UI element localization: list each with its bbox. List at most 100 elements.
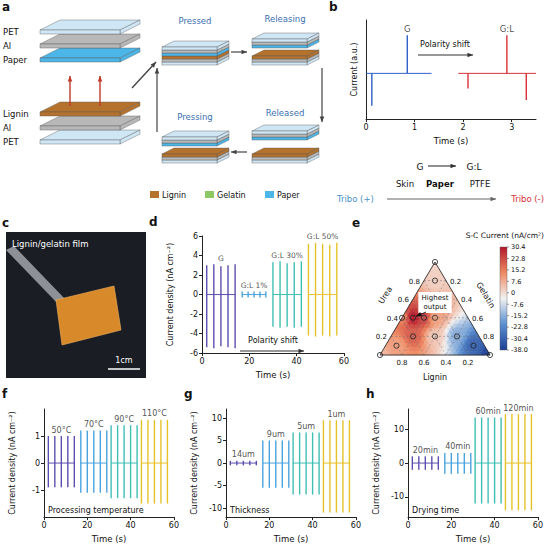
svg-text:60: 60: [169, 521, 179, 530]
svg-text:Current density (nA cm⁻²): Current density (nA cm⁻²): [190, 411, 199, 514]
svg-text:PTFE: PTFE: [470, 179, 491, 189]
svg-text:1cm: 1cm: [115, 356, 132, 365]
svg-text:Releasing: Releasing: [264, 14, 305, 24]
svg-text:2: 2: [193, 271, 198, 280]
svg-text:G: G: [218, 254, 224, 263]
svg-text:-15.2: -15.2: [511, 312, 528, 320]
svg-text:Thickness: Thickness: [229, 506, 270, 515]
svg-text:14um: 14um: [232, 450, 255, 459]
svg-text:0.2: 0.2: [376, 333, 387, 341]
svg-text:70°C: 70°C: [84, 420, 104, 429]
svg-text:f: f: [2, 387, 8, 401]
svg-text:Polarity shift: Polarity shift: [420, 40, 470, 49]
svg-text:90°C: 90°C: [114, 415, 134, 424]
svg-text:0.6: 0.6: [418, 359, 430, 367]
svg-text:Pressing: Pressing: [177, 112, 213, 122]
svg-text:Lignin/gelatin film: Lignin/gelatin film: [12, 239, 88, 249]
svg-text:Paper: Paper: [426, 179, 455, 189]
svg-text:Lignin: Lignin: [162, 191, 186, 200]
svg-text:S-C Current (nA/cm²): S-C Current (nA/cm²): [466, 231, 544, 240]
svg-text:5um: 5um: [297, 422, 315, 431]
svg-text:3: 3: [509, 123, 514, 132]
svg-text:10: 10: [212, 414, 222, 423]
svg-text:2: 2: [461, 123, 466, 132]
svg-text:1: 1: [35, 432, 40, 441]
svg-text:0.8: 0.8: [396, 359, 407, 367]
svg-text:-4: -4: [190, 329, 198, 338]
svg-text:Al: Al: [3, 123, 11, 133]
svg-text:Gelatin: Gelatin: [474, 281, 496, 310]
svg-text:20: 20: [244, 357, 254, 366]
svg-text:Time (s): Time (s): [255, 370, 291, 380]
svg-text:G:L 50%: G:L 50%: [307, 232, 339, 241]
svg-text:-2: -2: [190, 310, 198, 319]
svg-text:Paper: Paper: [3, 55, 28, 65]
svg-text:4: 4: [193, 251, 198, 260]
svg-text:e: e: [352, 216, 360, 230]
svg-text:G: G: [404, 24, 411, 34]
svg-text:0: 0: [193, 290, 198, 299]
svg-text:Current density (nA cm⁻²): Current density (nA cm⁻²): [166, 243, 175, 346]
svg-text:-22.8: -22.8: [511, 323, 528, 331]
svg-text:G:L 30%: G:L 30%: [271, 251, 303, 260]
svg-text:PET: PET: [3, 137, 19, 147]
svg-text:0: 0: [363, 123, 368, 132]
svg-text:Current (a.u.): Current (a.u.): [350, 43, 359, 97]
svg-text:15.2: 15.2: [511, 266, 525, 274]
svg-text:Drying time: Drying time: [412, 506, 459, 515]
svg-text:40: 40: [126, 521, 136, 530]
svg-text:-1: -1: [32, 486, 40, 495]
svg-text:0.4: 0.4: [387, 315, 399, 323]
svg-text:1um: 1um: [327, 410, 345, 419]
svg-text:Urea: Urea: [377, 285, 394, 306]
svg-text:60: 60: [339, 357, 349, 366]
svg-text:0.4: 0.4: [461, 296, 473, 304]
svg-text:b: b: [329, 0, 338, 14]
svg-text:0.2: 0.2: [450, 278, 461, 286]
svg-text:40min: 40min: [445, 442, 470, 451]
svg-text:-7.6: -7.6: [511, 301, 524, 309]
svg-text:120min: 120min: [503, 404, 533, 413]
svg-text:0.6: 0.6: [472, 315, 484, 323]
svg-text:Released: Released: [266, 108, 305, 118]
svg-text:6: 6: [193, 232, 198, 241]
svg-text:0: 0: [217, 459, 222, 468]
svg-text:Skin: Skin: [396, 179, 414, 189]
svg-text:0: 0: [199, 357, 204, 366]
svg-text:-30.4: -30.4: [511, 335, 528, 343]
svg-text:output: output: [423, 303, 446, 311]
svg-text:Pressed: Pressed: [179, 16, 212, 26]
svg-text:40: 40: [308, 521, 318, 530]
svg-text:0.6: 0.6: [398, 296, 410, 304]
svg-text:0.4: 0.4: [440, 359, 452, 367]
svg-text:10: 10: [394, 425, 404, 434]
svg-text:Time (s): Time (s): [433, 136, 469, 146]
svg-text:Tribo (-): Tribo (-): [510, 194, 544, 204]
svg-text:Lignin: Lignin: [3, 109, 29, 119]
svg-text:Lignin: Lignin: [423, 373, 447, 382]
svg-text:Current density (nA cm⁻²): Current density (nA cm⁻²): [8, 411, 17, 514]
svg-text:60: 60: [351, 521, 361, 530]
svg-text:Time (s): Time (s): [91, 534, 127, 544]
svg-text:-6: -6: [190, 349, 198, 358]
svg-text:Highest: Highest: [422, 294, 449, 302]
svg-text:7.6: 7.6: [511, 278, 521, 286]
svg-text:0: 0: [405, 521, 410, 530]
svg-text:Time (s): Time (s): [273, 534, 309, 544]
svg-text:20min: 20min: [413, 446, 438, 455]
svg-text:20: 20: [446, 521, 456, 530]
svg-text:110°C: 110°C: [142, 409, 167, 418]
svg-text:0.8: 0.8: [483, 333, 494, 341]
svg-text:G:L 1%: G:L 1%: [241, 281, 268, 290]
svg-text:0: 0: [35, 459, 40, 468]
svg-text:G:L: G:L: [466, 162, 481, 172]
svg-text:G: G: [417, 162, 424, 172]
svg-text:Polarity shift: Polarity shift: [248, 336, 298, 345]
svg-text:40: 40: [490, 521, 500, 530]
svg-text:60: 60: [533, 521, 543, 530]
svg-text:30.4: 30.4: [511, 243, 525, 251]
svg-text:h: h: [366, 387, 375, 401]
svg-text:Tribo (+): Tribo (+): [336, 194, 374, 204]
svg-text:60min: 60min: [475, 407, 500, 416]
svg-text:Processing temperature: Processing temperature: [48, 506, 144, 515]
